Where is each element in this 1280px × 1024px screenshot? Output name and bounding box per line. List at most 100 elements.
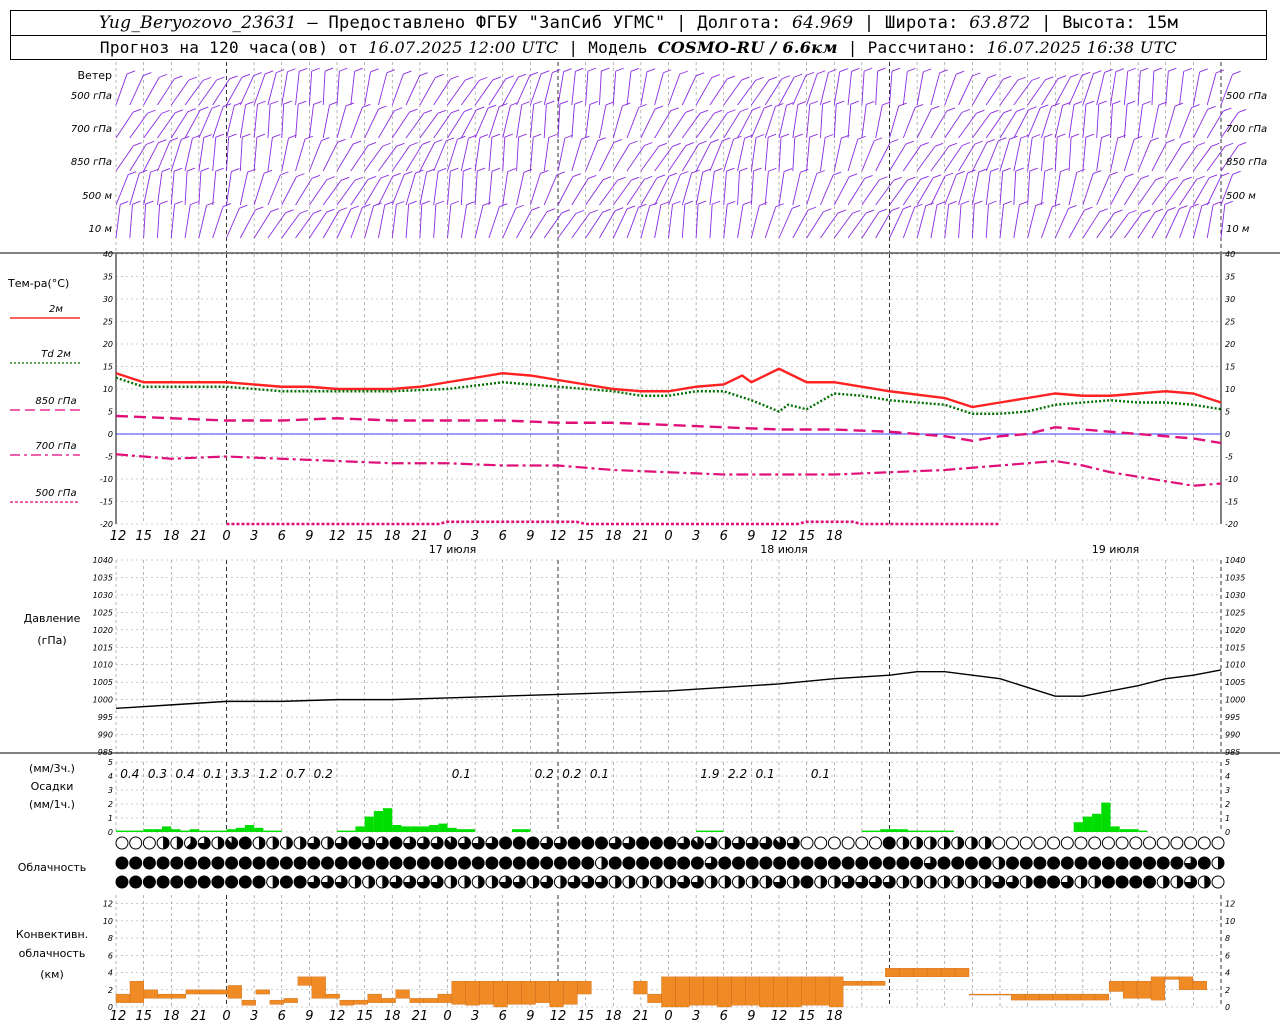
wind-barb — [585, 211, 604, 239]
y-tick-label-left: 0 — [108, 828, 113, 837]
wind-barb — [115, 145, 134, 172]
precip-3h-total: 0.2 — [314, 767, 333, 781]
wind-barb-flag — [158, 73, 168, 78]
convective-bar — [465, 981, 480, 1006]
wind-barb — [1192, 71, 1201, 106]
wind-barb — [322, 142, 338, 172]
cloud-symbol-fill — [957, 876, 964, 888]
convective-bar — [213, 989, 228, 995]
wind-barb-flag — [890, 139, 899, 143]
convective-bar — [927, 968, 942, 977]
hour-tick-label-bottom: 21 — [191, 1009, 208, 1024]
cloud-symbol — [663, 856, 677, 870]
cloud-symbol — [759, 856, 773, 870]
hour-tick-label-bottom: 9 — [305, 1009, 313, 1024]
wind-barb — [516, 209, 533, 239]
wind-barb — [1013, 204, 1020, 239]
wind-barb — [170, 171, 175, 206]
wind-barb — [350, 107, 363, 139]
y-tick-label-left: 1020 — [93, 626, 113, 635]
wind-barb — [391, 145, 411, 172]
cloud-symbol — [526, 836, 540, 850]
wind-barb — [930, 175, 946, 206]
temperature-title: Тем-ра(°С) — [7, 277, 69, 290]
pressure-grid: 1040 1040 1035 1035 1030 1030 1025 1025 1020 1020… — [93, 556, 1246, 757]
wind-barb — [309, 211, 327, 239]
cloud-symbol — [992, 836, 1006, 850]
convective-bar — [647, 993, 662, 1003]
convective-bar — [941, 968, 956, 977]
header-line-2: Прогноз на 120 часа(ов) от 16.07.2025 12… — [11, 36, 1266, 60]
wind-barb-flag — [1016, 107, 1025, 112]
cloud-symbol — [622, 856, 636, 870]
wind-barb-flag — [126, 70, 136, 75]
y-tick-label-right: 12 — [1225, 900, 1235, 909]
wind-barb-flag — [672, 200, 681, 205]
cloud-symbol-fill — [595, 876, 608, 888]
y-tick-label-right: 1040 — [1225, 556, 1245, 565]
wind-barb-flag — [1154, 208, 1164, 213]
wind-barb — [737, 171, 740, 206]
wind-barb-flag — [920, 175, 929, 180]
y-tick-label-right: 1010 — [1225, 661, 1245, 670]
y-tick-label-right: 1020 — [1225, 626, 1245, 635]
wind-barb — [668, 112, 687, 139]
wind-barb-flag — [658, 142, 667, 147]
wind-barb — [378, 176, 394, 206]
wind-barb — [488, 171, 493, 206]
cloud-symbol — [307, 856, 321, 870]
wind-barb-flag — [285, 209, 294, 214]
wind-barb-flag — [190, 201, 199, 206]
wind-barb — [1013, 80, 1033, 106]
cloud-symbol — [800, 875, 814, 889]
hour-tick-label: 0 — [664, 529, 672, 544]
wind-barb-flag — [850, 100, 859, 105]
wind-barb-flag — [700, 109, 709, 114]
cloud-symbol-fill — [1184, 876, 1197, 888]
wind-barb — [157, 140, 171, 172]
wind-barb-flag — [380, 174, 389, 179]
cloud-symbol — [800, 856, 814, 870]
cloud-symbol-fill — [869, 876, 882, 888]
precip-bar — [438, 823, 448, 832]
convective-bar — [843, 981, 858, 986]
wind-barb — [571, 178, 589, 206]
wind-barb-flag — [956, 70, 965, 75]
precip-bar — [235, 827, 245, 832]
wind-barb-flag — [1125, 173, 1134, 178]
hour-tick-label-bottom: 3 — [250, 1009, 258, 1024]
wind-barb — [668, 73, 681, 106]
precip-3h-total: 0.2 — [562, 767, 581, 781]
cloud-symbol — [1033, 856, 1047, 870]
wind-barb-flag — [800, 168, 809, 173]
wind-barb-flag — [339, 67, 348, 72]
wind-barb — [971, 204, 975, 239]
wind-barb — [336, 105, 347, 139]
cloud-symbol-fill — [738, 876, 745, 888]
wind-barb-flag — [587, 67, 597, 72]
cloud-symbol-fill — [765, 876, 772, 888]
convective-bar — [381, 998, 396, 1003]
wind-barb-flag — [644, 175, 653, 180]
y-tick-label-right: -20 — [1225, 520, 1238, 529]
cloud-symbol-fill — [217, 837, 224, 849]
cloud-symbol-fill — [499, 876, 512, 888]
cloud-symbol-fill — [403, 876, 416, 888]
convective-bar — [1122, 981, 1138, 999]
convective-bar — [801, 976, 816, 1006]
wind-barb-flag — [143, 72, 152, 77]
wind-barb-flag — [200, 106, 209, 111]
cloud-symbol — [416, 856, 430, 870]
hour-tick-label-bottom: 6 — [720, 1009, 728, 1024]
wind-barb — [433, 171, 439, 206]
y-tick-label-right: 25 — [1225, 318, 1235, 327]
wind-barb — [640, 71, 648, 106]
wind-barb-flag — [833, 171, 842, 176]
wind-barb-flag — [378, 105, 387, 110]
convective-bar — [395, 989, 410, 999]
cloud-symbol — [1047, 875, 1061, 889]
hour-tick-label: 15 — [356, 529, 373, 544]
wind-barb-flag — [1070, 73, 1079, 78]
wind-barb-flag — [419, 72, 428, 77]
cloud-symbol-fill — [259, 837, 265, 849]
